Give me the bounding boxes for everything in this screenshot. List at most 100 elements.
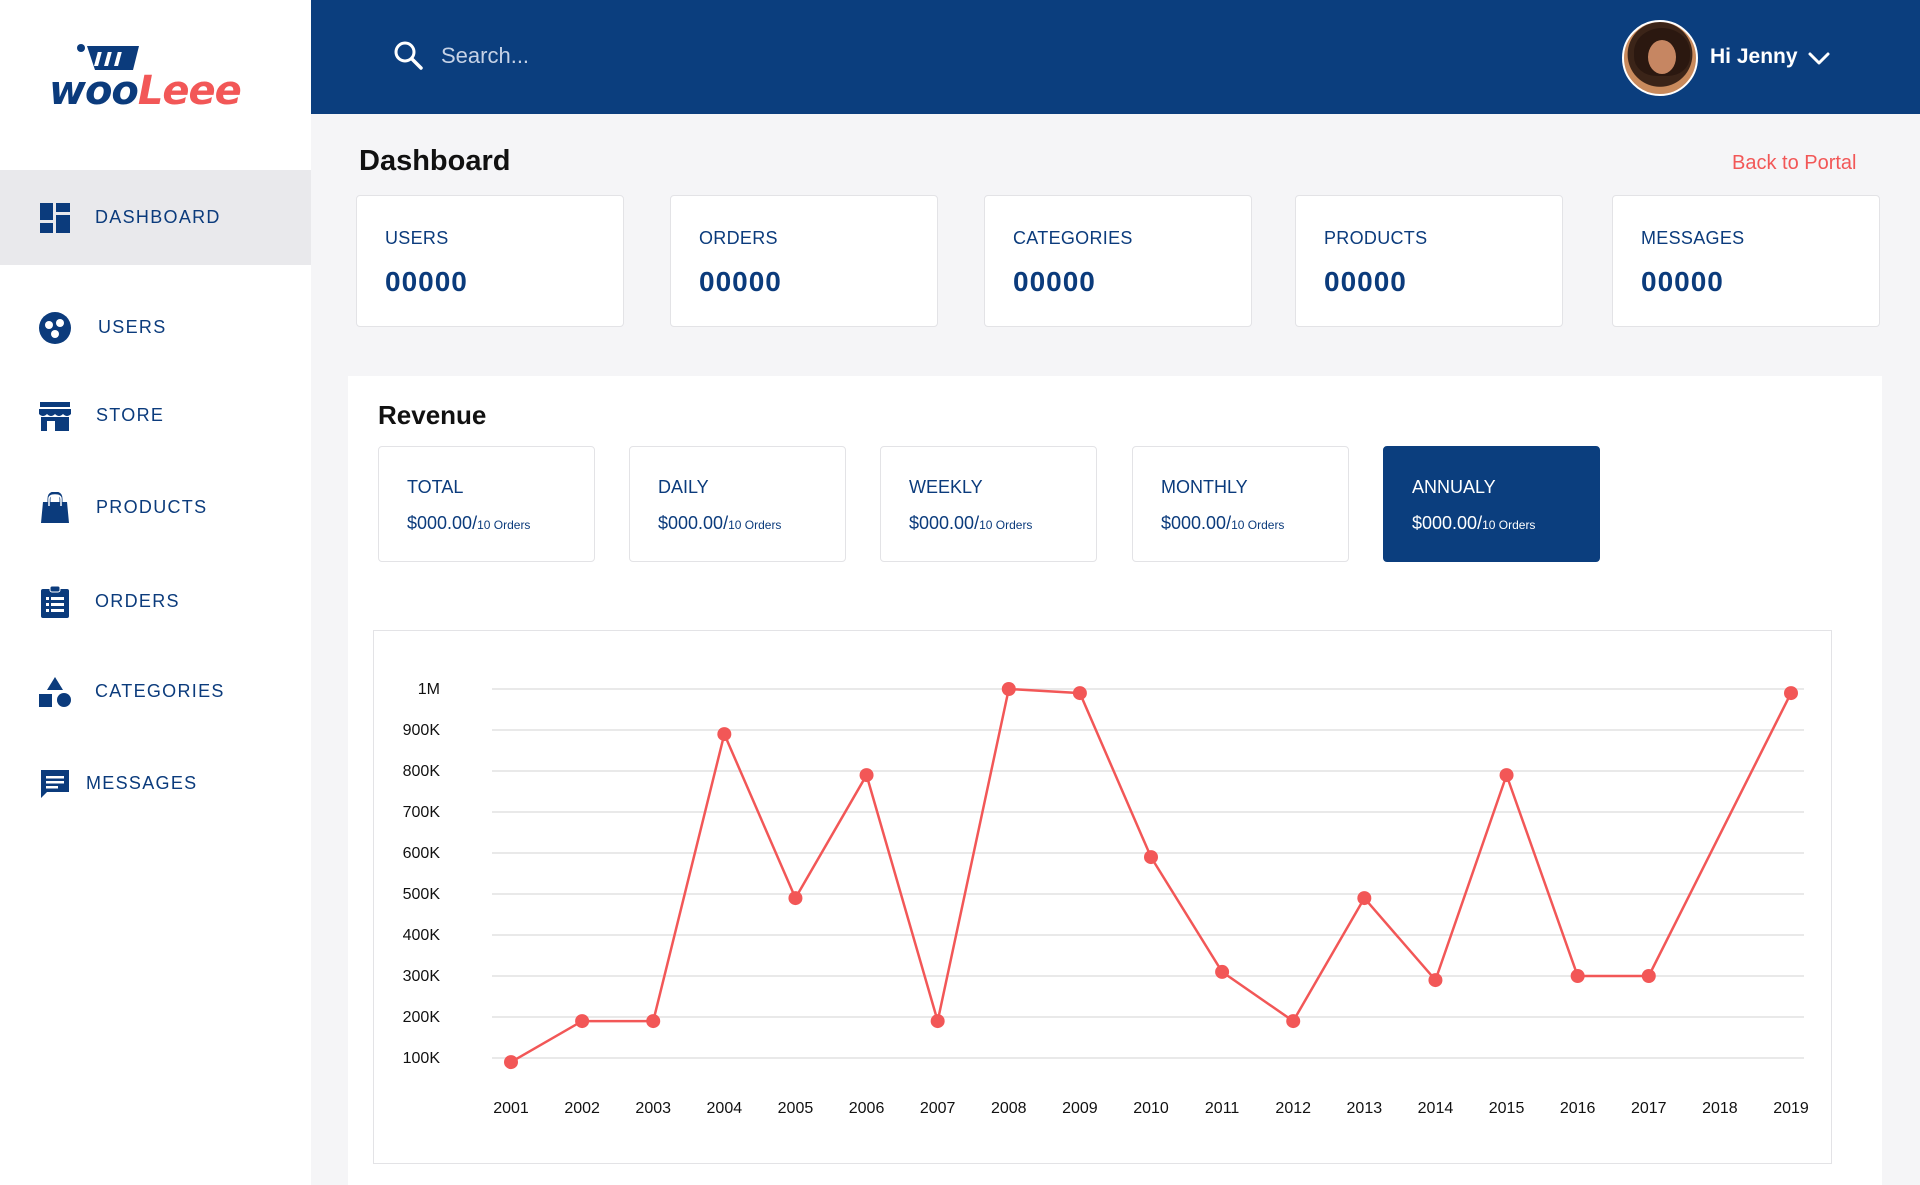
stat-card-orders[interactable]: ORDERS 00000	[670, 195, 938, 327]
y-tick-label: 600K	[403, 845, 441, 862]
data-point[interactable]	[646, 1014, 661, 1029]
sidebar-item-label: MESSAGES	[86, 773, 198, 793]
data-point[interactable]	[1570, 969, 1585, 983]
shapes-icon	[38, 675, 72, 709]
data-point[interactable]	[1641, 969, 1656, 983]
avatar[interactable]	[1622, 20, 1698, 96]
back-to-portal-link[interactable]: Back to Portal	[1732, 152, 1857, 174]
sidebar-item-label: ORDERS	[95, 591, 180, 611]
dashboard-icon	[38, 201, 72, 235]
sidebar-item-label: PRODUCTS	[96, 497, 208, 517]
y-tick-label: 200K	[403, 1009, 441, 1026]
sidebar-item-users[interactable]: USERS	[0, 280, 311, 375]
data-point[interactable]	[1784, 686, 1798, 701]
search-icon[interactable]	[393, 40, 423, 70]
data-point[interactable]	[1001, 682, 1016, 696]
revenue-amount: $000.00/	[1161, 513, 1232, 533]
brand-wordmark: wooLeee	[49, 68, 242, 114]
x-tick-label: 2016	[1560, 1100, 1596, 1117]
stat-label: MESSAGES	[1641, 228, 1745, 248]
revenue-title: Revenue	[378, 400, 487, 430]
data-point[interactable]	[1286, 1014, 1301, 1029]
clipboard-icon	[38, 585, 72, 619]
data-point[interactable]	[930, 1014, 945, 1029]
x-tick-label: 2004	[707, 1100, 743, 1117]
stat-value: 00000	[385, 266, 468, 297]
data-point[interactable]	[1072, 686, 1087, 701]
sidebar-item-label: CATEGORIES	[95, 681, 225, 701]
revenue-tab-label: DAILY	[658, 477, 709, 497]
sidebar-item-label: STORE	[96, 405, 165, 425]
data-point[interactable]	[504, 1055, 518, 1070]
revenue-orders: 10 Orders	[979, 518, 1033, 532]
stat-label: USERS	[385, 228, 449, 248]
x-tick-label: 2009	[1062, 1100, 1098, 1117]
stat-label: PRODUCTS	[1324, 228, 1428, 248]
y-tick-label: 100K	[403, 1050, 441, 1067]
data-point[interactable]	[1357, 891, 1372, 906]
stat-value: 00000	[699, 266, 782, 297]
data-point[interactable]	[788, 891, 803, 906]
y-tick-label: 500K	[403, 886, 441, 903]
search-input[interactable]	[441, 36, 841, 76]
data-point[interactable]	[575, 1014, 590, 1029]
revenue-tab-label: ANNUALY	[1412, 477, 1496, 497]
y-tick-label: 300K	[403, 968, 441, 985]
revenue-tab-monthly[interactable]: MONTHLY $000.00/10 Orders	[1132, 446, 1349, 562]
x-tick-label: 2019	[1773, 1100, 1809, 1117]
cart-icon	[77, 44, 139, 70]
chevron-down-icon[interactable]	[1807, 50, 1831, 66]
sidebar-item-store[interactable]: STORE	[0, 368, 311, 463]
y-tick-label: 800K	[403, 763, 441, 780]
data-point[interactable]	[859, 768, 874, 783]
data-point[interactable]	[717, 727, 732, 742]
revenue-chart: 100K 200K 300K 400K 500K 600K 700K 800K 900K 1M 20…	[373, 630, 1832, 1164]
stat-card-users[interactable]: USERS 00000	[356, 195, 624, 327]
revenue-tab-daily[interactable]: DAILY $000.00/10 Orders	[629, 446, 846, 562]
revenue-amount: $000.00/	[909, 513, 980, 533]
page-title: Dashboard	[359, 145, 511, 177]
stat-card-categories[interactable]: CATEGORIES 00000	[984, 195, 1252, 327]
stat-card-messages[interactable]: MESSAGES 00000	[1612, 195, 1880, 327]
brand-part-2: Leee	[137, 68, 242, 114]
data-point[interactable]	[1215, 964, 1230, 979]
users-icon	[38, 311, 72, 345]
revenue-orders: 10 Orders	[1482, 518, 1536, 532]
y-tick-label: 700K	[403, 804, 441, 821]
y-tick-label: 1M	[418, 681, 440, 698]
y-tick-label: 900K	[403, 722, 441, 739]
sidebar-item-messages[interactable]: MESSAGES	[0, 736, 311, 831]
revenue-tab-value: $000.00/10 Orders	[1412, 513, 1535, 534]
sidebar-item-label: DASHBOARD	[95, 207, 221, 227]
top-header: Hi Jenny	[311, 0, 1920, 114]
revenue-tab-annualy[interactable]: ANNUALY $000.00/10 Orders	[1383, 446, 1600, 562]
revenue-line-chart: 100K 200K 300K 400K 500K 600K 700K 800K 900K 1M 20…	[403, 681, 1809, 1117]
stat-card-products[interactable]: PRODUCTS 00000	[1295, 195, 1563, 327]
revenue-tab-total[interactable]: TOTAL $000.00/10 Orders	[378, 446, 595, 562]
bag-icon	[38, 491, 72, 525]
x-tick-label: 2010	[1133, 1100, 1169, 1117]
user-greeting[interactable]: Hi Jenny	[1710, 45, 1798, 68]
brand-part-1: woo	[49, 68, 139, 114]
sidebar-item-categories[interactable]: CATEGORIES	[0, 644, 311, 739]
revenue-amount: $000.00/	[658, 513, 729, 533]
sidebar-item-orders[interactable]: ORDERS	[0, 554, 311, 649]
x-tick-label: 2017	[1631, 1100, 1667, 1117]
series-line	[510, 687, 1793, 1064]
x-tick-label: 2008	[991, 1100, 1027, 1117]
revenue-amount: $000.00/	[407, 513, 478, 533]
revenue-tab-label: MONTHLY	[1161, 477, 1248, 497]
x-tick-label: 2015	[1489, 1100, 1525, 1117]
sidebar-item-dashboard[interactable]: DASHBOARD	[0, 170, 311, 265]
stat-value: 00000	[1013, 266, 1096, 297]
x-tick-label: 2002	[564, 1100, 600, 1117]
sidebar-item-products[interactable]: PRODUCTS	[0, 460, 311, 555]
data-point[interactable]	[1428, 973, 1443, 988]
revenue-tab-weekly[interactable]: WEEKLY $000.00/10 Orders	[880, 446, 1097, 562]
x-tick-label: 2013	[1347, 1100, 1383, 1117]
brand-logo[interactable]: wooLeee	[45, 40, 255, 125]
data-point[interactable]	[1499, 768, 1514, 783]
x-tick-label: 2007	[920, 1100, 956, 1117]
x-tick-label: 2014	[1418, 1100, 1454, 1117]
data-point[interactable]	[1144, 850, 1158, 865]
